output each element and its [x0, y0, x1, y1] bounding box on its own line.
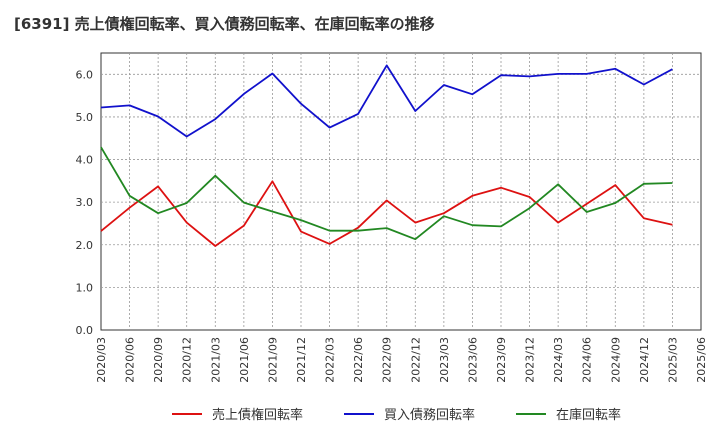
chart-title: [6391] 売上債権回転率、買入債務回転率、在庫回転率の推移 [14, 15, 435, 33]
legend: 売上債権回転率 買入債務回転率 在庫回転率 [172, 407, 621, 423]
x-tick-label: 2024/06 [581, 337, 594, 383]
x-tick-label: 2025/06 [695, 337, 708, 383]
y-tick-label: 5.0 [76, 111, 94, 124]
x-tick-label: 2023/09 [495, 337, 508, 383]
series-line-2 [100, 64, 673, 138]
plot-frame [100, 52, 702, 331]
x-tick-label: 2020/12 [181, 337, 194, 383]
x-tick-label: 2020/09 [152, 337, 165, 383]
x-tick-label: 2024/09 [609, 337, 622, 383]
x-tick-label: 2022/03 [324, 337, 337, 383]
y-tick-label: 0.0 [76, 324, 94, 337]
x-tick-label: 2022/09 [381, 337, 394, 383]
series-line-1 [100, 180, 673, 247]
axis-layer: 0.0 1.0 2.0 3.0 4.0 5.0 6.0 2020/03 2020/06 2020/… [76, 68, 709, 382]
x-tick-label: 2023/06 [466, 337, 479, 383]
x-tick-label: 2021/06 [238, 337, 251, 383]
x-tick-label: 2023/03 [438, 337, 451, 383]
x-tick-label: 2024/12 [638, 337, 651, 383]
x-tick-label: 2023/12 [524, 337, 537, 383]
y-tick-label: 2.0 [76, 239, 94, 252]
y-tick-label: 3.0 [76, 196, 94, 209]
x-tick-label: 2021/12 [295, 337, 308, 383]
y-tick-label: 4.0 [76, 154, 94, 167]
legend-label: 買入債務回転率 [384, 407, 475, 423]
grid-layer [100, 52, 702, 331]
x-tick-label: 2020/06 [124, 337, 137, 383]
series-layer [100, 64, 673, 247]
legend-label: 売上債権回転率 [212, 407, 303, 423]
x-tick-label: 2025/03 [666, 337, 679, 383]
x-tick-label: 2022/12 [409, 337, 422, 383]
x-tick-label: 2021/03 [209, 337, 222, 383]
y-tick-label: 1.0 [76, 281, 94, 294]
x-tick-label: 2021/09 [266, 337, 279, 383]
x-tick-label: 2020/03 [95, 337, 108, 383]
x-tick-label: 2024/03 [552, 337, 565, 383]
series-line-3 [100, 146, 673, 241]
x-tick-label: 2022/06 [352, 337, 365, 383]
y-tick-label: 6.0 [76, 68, 94, 81]
legend-label: 在庫回転率 [556, 407, 621, 423]
